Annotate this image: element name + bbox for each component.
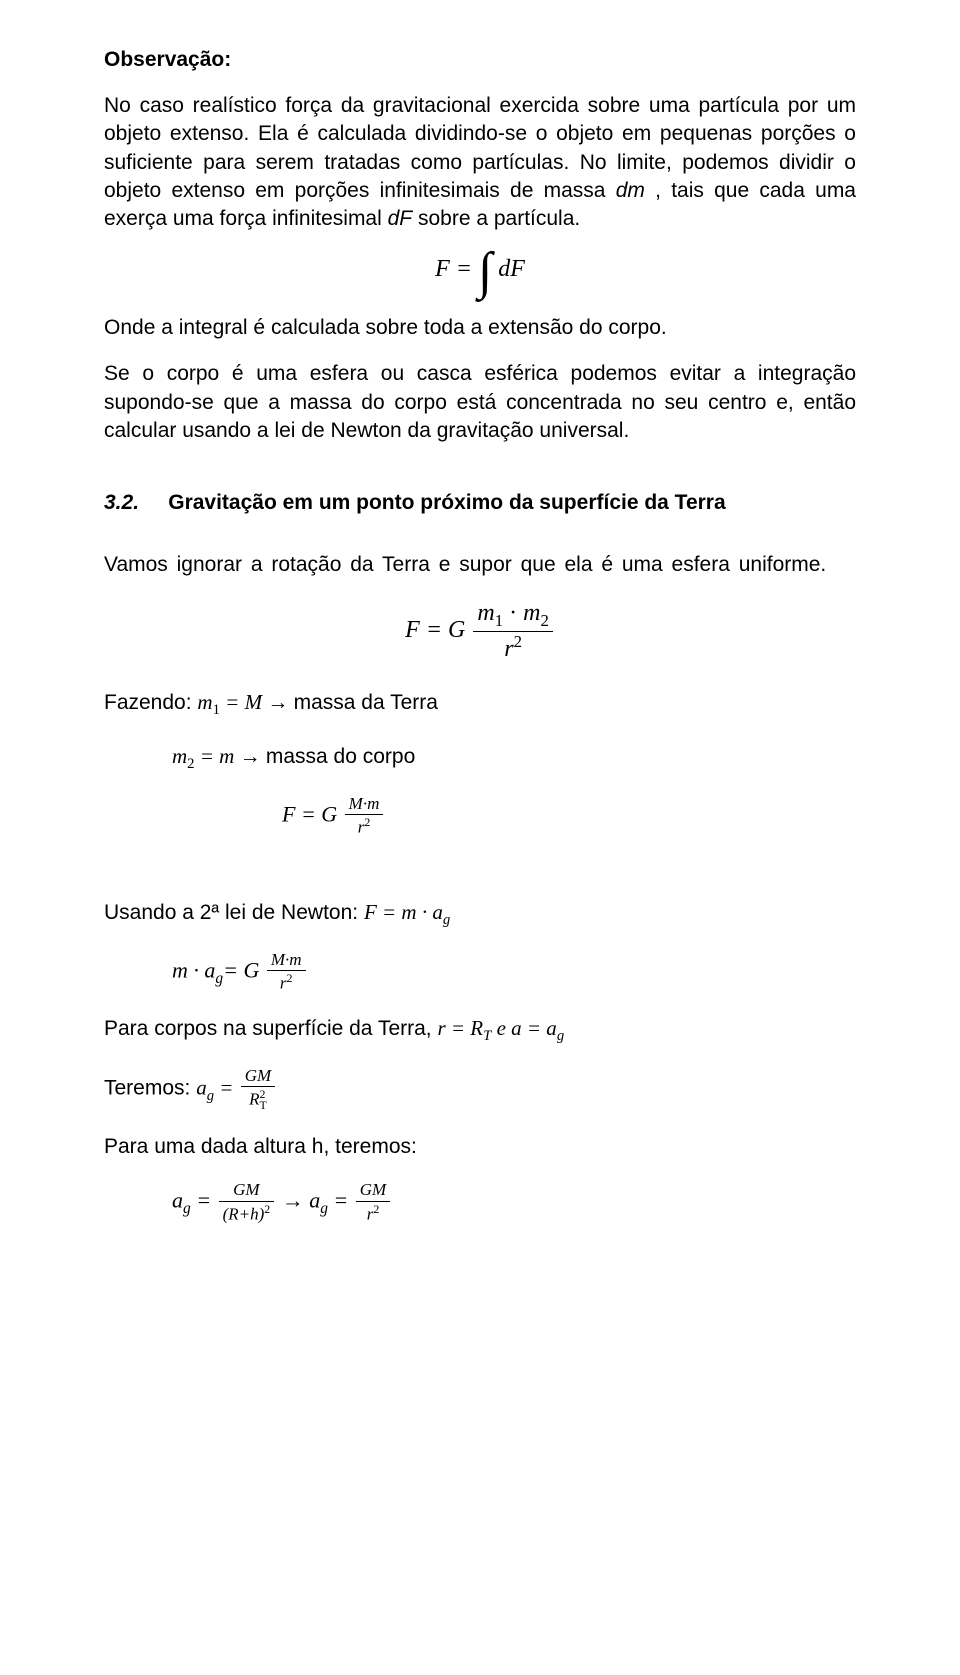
lhs-m-ag: m · a	[172, 957, 215, 982]
equation-m-ag: m · ag= G M·m r2	[104, 951, 856, 994]
equation-ag-h: ag = GM (R+h)2 → ag = GM r2	[104, 1181, 856, 1224]
fraction-1: GM (R+h)2	[219, 1181, 275, 1224]
label: Usando a 2ª lei de Newton:	[104, 901, 364, 924]
var-ag-2: a	[309, 1187, 320, 1212]
eq-lhs: F = G	[282, 801, 337, 826]
fraction-2: GM r2	[356, 1181, 390, 1224]
var-m2: m	[172, 744, 187, 768]
numerator-2: GM	[356, 1181, 390, 1202]
eq-rhs: dF	[498, 256, 525, 283]
numerator: M·m	[345, 795, 384, 816]
text: massa da Terra	[294, 691, 438, 714]
section-heading: 3.2. Gravitação em um ponto próximo da s…	[104, 491, 856, 515]
var-ag: a	[196, 1075, 207, 1099]
label: Fazendo:	[104, 691, 197, 714]
section-paragraph-1: Vamos ignorar a rotação da Terra e supor…	[104, 551, 856, 579]
observation-heading: Observação:	[104, 48, 856, 72]
denominator-r: r	[280, 974, 287, 993]
text-segment: sobre a partícula.	[412, 207, 580, 230]
sub-2: 2	[540, 611, 548, 630]
eq-sign: =	[191, 1187, 217, 1212]
numerator: M·m	[267, 951, 306, 972]
numerator-m2: m	[523, 600, 540, 626]
numerator-m1: m	[477, 600, 494, 626]
sub-g: g	[557, 1028, 564, 1044]
fraction: M·m r2	[345, 795, 384, 838]
fazendo-line: Fazendo: m1 = M → massa da Terra	[104, 688, 856, 721]
equation-integral: F = ∫ dF	[104, 252, 856, 288]
text: Para corpos na superfície da Terra,	[104, 1017, 437, 1040]
numerator: GM	[219, 1181, 275, 1202]
var-dF: dF	[388, 207, 413, 230]
eq-G: = G	[223, 957, 259, 982]
eq-sign-2: =	[328, 1187, 354, 1212]
fraction: m1 · m2 r2	[473, 600, 552, 663]
observation-paragraph-2: Onde a integral é calculada sobre toda a…	[104, 314, 856, 342]
denominator-R: R	[249, 1090, 259, 1109]
eq-lhs: F = G	[405, 617, 465, 643]
observation-paragraph-1: No caso realístico força da gravitaciona…	[104, 92, 856, 234]
sup-2: 2	[514, 632, 522, 651]
sub-g-2: g	[320, 1200, 328, 1217]
spacer	[104, 858, 856, 898]
sup-2: 2	[373, 1202, 379, 1216]
sub-1: 1	[495, 611, 503, 630]
numerator: GM	[241, 1067, 275, 1088]
surface-line: Para corpos na superfície da Terra, r = …	[104, 1014, 856, 1047]
integral-icon: ∫	[478, 254, 492, 290]
eq: F = m · a	[364, 900, 443, 924]
teremos-line: Teremos: ag = GM R2T	[104, 1067, 856, 1113]
eq-r-RT: r = R	[437, 1016, 483, 1040]
altura-line: Para uma dada altura h, teremos:	[104, 1133, 856, 1161]
newton-second-law-line: Usando a 2ª lei de Newton: F = m · ag	[104, 898, 856, 931]
eq-lhs: F =	[435, 256, 472, 283]
denominator: (R+h)	[223, 1204, 265, 1223]
eq-arrow: = m →	[195, 744, 266, 768]
equation-F-GMm: F = G M·m r2	[104, 795, 856, 838]
sup-2: 2	[287, 971, 293, 985]
fraction: M·m r2	[267, 951, 306, 994]
var-m1: m	[197, 690, 212, 714]
dot: ·	[503, 600, 523, 626]
sub-g: g	[215, 970, 223, 987]
fraction: GM R2T	[241, 1067, 275, 1113]
eq-sign: =	[214, 1075, 239, 1099]
sub-1: 1	[213, 703, 220, 719]
arrow: →	[282, 1187, 310, 1212]
label: Teremos:	[104, 1076, 196, 1099]
sub-g: g	[443, 912, 450, 928]
sub-2: 2	[187, 756, 194, 772]
denominator-r: r	[504, 636, 513, 662]
eq-a-ag: e a = a	[491, 1016, 557, 1040]
observation-paragraph-3: Se o corpo é uma esfera ou casca esféric…	[104, 360, 856, 445]
var-ag: a	[172, 1187, 183, 1212]
eq-arrow: = M →	[220, 690, 294, 714]
sup-2: 2	[264, 1202, 270, 1216]
sub-g: g	[207, 1088, 214, 1104]
document-page: Observação: No caso realístico força da …	[0, 0, 960, 1304]
section-title: Gravitação em um ponto próximo da superf…	[168, 491, 725, 514]
var-dm: dm	[616, 179, 645, 202]
section-number: 3.2.	[104, 491, 139, 514]
sub-g: g	[183, 1200, 191, 1217]
sub-T: T	[259, 1098, 266, 1112]
equation-newton-gravitation: F = G m1 · m2 r2	[104, 600, 856, 663]
m2-line: m2 = m → massa do corpo	[104, 742, 856, 775]
sup-2: 2	[364, 815, 370, 829]
text: massa do corpo	[266, 745, 415, 768]
